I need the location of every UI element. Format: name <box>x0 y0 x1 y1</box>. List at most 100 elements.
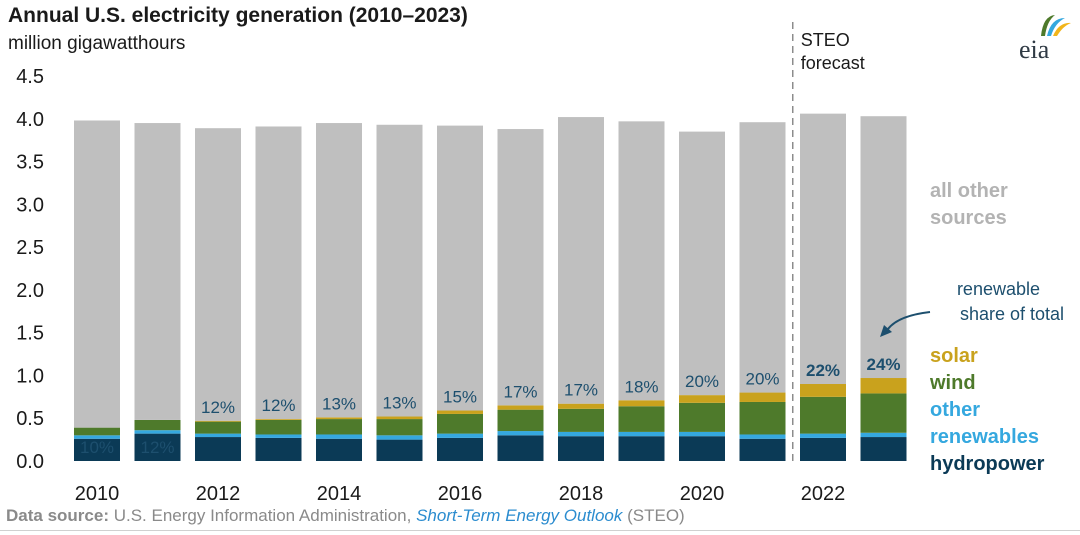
wind-segment <box>860 393 907 433</box>
renewable-share-label: 13% <box>382 394 416 413</box>
x-tick-label: 2020 <box>680 483 725 505</box>
other-renewables-segment <box>255 434 302 438</box>
solar-segment <box>618 400 665 407</box>
data-source-note: Data source: U.S. Energy Information Adm… <box>6 506 685 526</box>
wind-segment <box>255 419 302 435</box>
wind-segment <box>195 421 241 434</box>
y-tick-label: 1.5 <box>16 323 44 345</box>
other-renewables-segment <box>74 435 120 439</box>
bar-stacks <box>74 113 907 461</box>
other-renewables-segment <box>195 433 241 438</box>
renewable-share-label: 17% <box>564 381 598 400</box>
wind-segment <box>376 419 423 436</box>
wind-segment <box>497 409 544 432</box>
source-publication[interactable]: Short-Term Energy Outlook <box>416 506 623 525</box>
other-renewables-segment <box>558 431 604 437</box>
logo-text: eia <box>1019 35 1050 64</box>
solar-segment <box>195 420 241 422</box>
other-renewables-segment <box>800 433 846 438</box>
wind-segment <box>134 419 181 431</box>
y-tick-label: 4.0 <box>16 109 44 131</box>
wind-segment <box>618 406 665 432</box>
y-tick-label: 1.0 <box>16 365 44 387</box>
chart-title: Annual U.S. electricity generation (2010… <box>8 4 468 27</box>
renewable-share-label: 20% <box>685 372 719 391</box>
legend-other-renewables-line1: other <box>930 399 980 421</box>
wind-segment <box>316 419 362 435</box>
solar-segment <box>497 405 544 410</box>
other-renewables-segment <box>860 432 907 438</box>
hydropower-segment <box>800 437 846 461</box>
renewable-share-label: 18% <box>624 377 658 396</box>
x-tick-label: 2010 <box>75 483 120 505</box>
eia-logo: eia <box>1019 15 1071 64</box>
hydropower-segment <box>558 436 604 461</box>
legend-other-renewables-line2: renewables <box>930 426 1039 448</box>
hydropower-segment <box>376 439 423 461</box>
x-tick-label: 2012 <box>196 483 241 505</box>
all-other-segment <box>558 117 604 404</box>
renewable-share-label: 12% <box>201 398 235 417</box>
legend-hydropower: hydropower <box>930 453 1045 475</box>
hydropower-segment <box>860 437 907 461</box>
hydropower-segment <box>437 437 483 461</box>
other-renewables-segment <box>316 434 362 439</box>
solar-segment <box>316 417 362 420</box>
all-other-segment <box>437 125 483 411</box>
renewable-share-labels: 10% 12% 12% 12% 13% 13% 15% 17% 17% 18% 20% 20% 22% 2… <box>80 355 901 457</box>
renewable-share-label: 20% <box>745 370 779 389</box>
renewable-share-label: 24% <box>866 355 900 374</box>
wind-segment <box>558 408 604 432</box>
other-renewables-segment <box>739 434 786 439</box>
x-tick-label: 2014 <box>317 483 362 505</box>
x-axis: 2010 2012 2014 2016 2018 2020 2022 <box>75 483 846 505</box>
all-other-segment <box>679 131 725 396</box>
other-renewables-segment <box>437 433 483 438</box>
bottom-rule <box>0 530 1080 531</box>
solar-segment <box>437 410 483 414</box>
all-other-segment <box>860 116 907 379</box>
wind-segment <box>74 427 120 436</box>
source-label: Data source: <box>6 506 109 525</box>
renewable-share-label: 17% <box>503 382 537 401</box>
forecast-label-line2: forecast <box>801 53 865 73</box>
other-renewables-segment <box>679 431 725 437</box>
hydropower-segment <box>74 438 120 461</box>
solar-segment <box>255 419 302 420</box>
other-renewables-segment <box>376 435 423 440</box>
hydropower-segment <box>739 438 786 461</box>
hydropower-segment <box>255 437 302 461</box>
legend-all-other-line2: sources <box>930 207 1007 229</box>
wind-segment <box>739 401 786 435</box>
all-other-segment <box>618 121 665 401</box>
hydropower-segment <box>679 436 725 461</box>
legend-share-note-line1: renewable <box>957 279 1040 299</box>
legend: all other sources renewable share of total s… <box>880 180 1064 475</box>
stacked-bar-chart: 0.00.51.01.52.02.53.03.54.04.5 2010 2012 2… <box>16 22 1064 505</box>
renewable-share-label: 12% <box>140 438 174 457</box>
x-tick-label: 2022 <box>801 483 846 505</box>
all-other-segment <box>739 122 786 393</box>
forecast-label-line1: STEO <box>801 30 850 50</box>
y-tick-label: 2.0 <box>16 280 44 302</box>
all-other-segment <box>255 126 302 420</box>
all-other-segment <box>376 124 423 417</box>
all-other-segment <box>195 128 241 421</box>
source-agency: U.S. Energy Information Administration, <box>108 506 417 525</box>
hydropower-segment <box>134 433 181 461</box>
renewable-share-label: 10% <box>80 438 114 457</box>
other-renewables-segment <box>618 431 665 437</box>
solar-segment <box>800 384 846 397</box>
legend-share-note-line2: share of total <box>960 304 1064 324</box>
forecast-marker: STEO forecast <box>792 22 865 461</box>
solar-segment <box>558 403 604 409</box>
renewable-share-label: 22% <box>806 361 840 380</box>
x-tick-label: 2018 <box>559 483 604 505</box>
y-tick-label: 0.5 <box>16 408 44 430</box>
source-suffix: (STEO) <box>622 506 685 525</box>
y-tick-label: 4.5 <box>16 66 44 88</box>
other-renewables-segment <box>497 431 544 436</box>
all-other-segment <box>800 113 846 385</box>
hydropower-segment <box>316 438 362 461</box>
y-tick-label: 3.5 <box>16 152 44 174</box>
